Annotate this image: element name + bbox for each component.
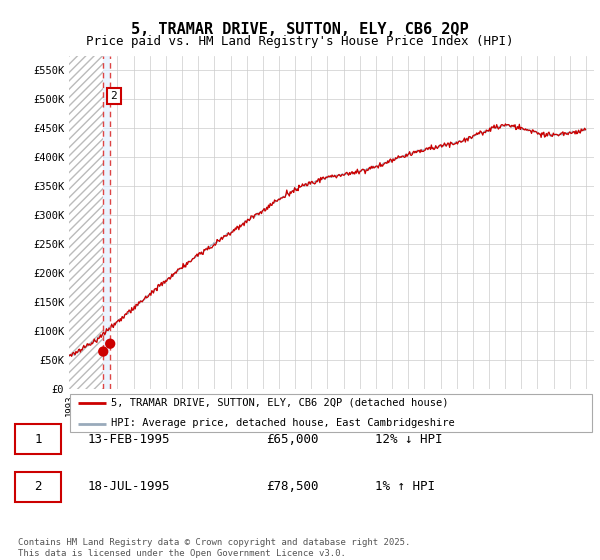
Text: 5, TRAMAR DRIVE, SUTTON, ELY, CB6 2QP: 5, TRAMAR DRIVE, SUTTON, ELY, CB6 2QP	[131, 22, 469, 38]
Point	[106, 339, 115, 348]
Text: Price paid vs. HM Land Registry's House Price Index (HPI): Price paid vs. HM Land Registry's House …	[86, 35, 514, 48]
Text: 2: 2	[34, 480, 42, 493]
FancyBboxPatch shape	[15, 472, 61, 502]
Text: HPI: Average price, detached house, East Cambridgeshire: HPI: Average price, detached house, East…	[111, 418, 455, 428]
Bar	[69, 56, 103, 389]
FancyBboxPatch shape	[15, 424, 61, 454]
Text: £78,500: £78,500	[266, 480, 318, 493]
Text: 13-FEB-1995: 13-FEB-1995	[87, 432, 170, 446]
Bar	[103, 56, 110, 389]
FancyBboxPatch shape	[70, 394, 592, 432]
Text: 5, TRAMAR DRIVE, SUTTON, ELY, CB6 2QP (detached house): 5, TRAMAR DRIVE, SUTTON, ELY, CB6 2QP (d…	[111, 398, 449, 408]
Text: 2: 2	[110, 91, 117, 101]
Text: 12% ↓ HPI: 12% ↓ HPI	[375, 432, 443, 446]
Text: 1% ↑ HPI: 1% ↑ HPI	[375, 480, 435, 493]
Point	[98, 347, 108, 356]
Text: £65,000: £65,000	[266, 432, 318, 446]
Text: 1: 1	[34, 432, 42, 446]
Text: 18-JUL-1995: 18-JUL-1995	[87, 480, 170, 493]
Text: Contains HM Land Registry data © Crown copyright and database right 2025.
This d: Contains HM Land Registry data © Crown c…	[18, 538, 410, 558]
